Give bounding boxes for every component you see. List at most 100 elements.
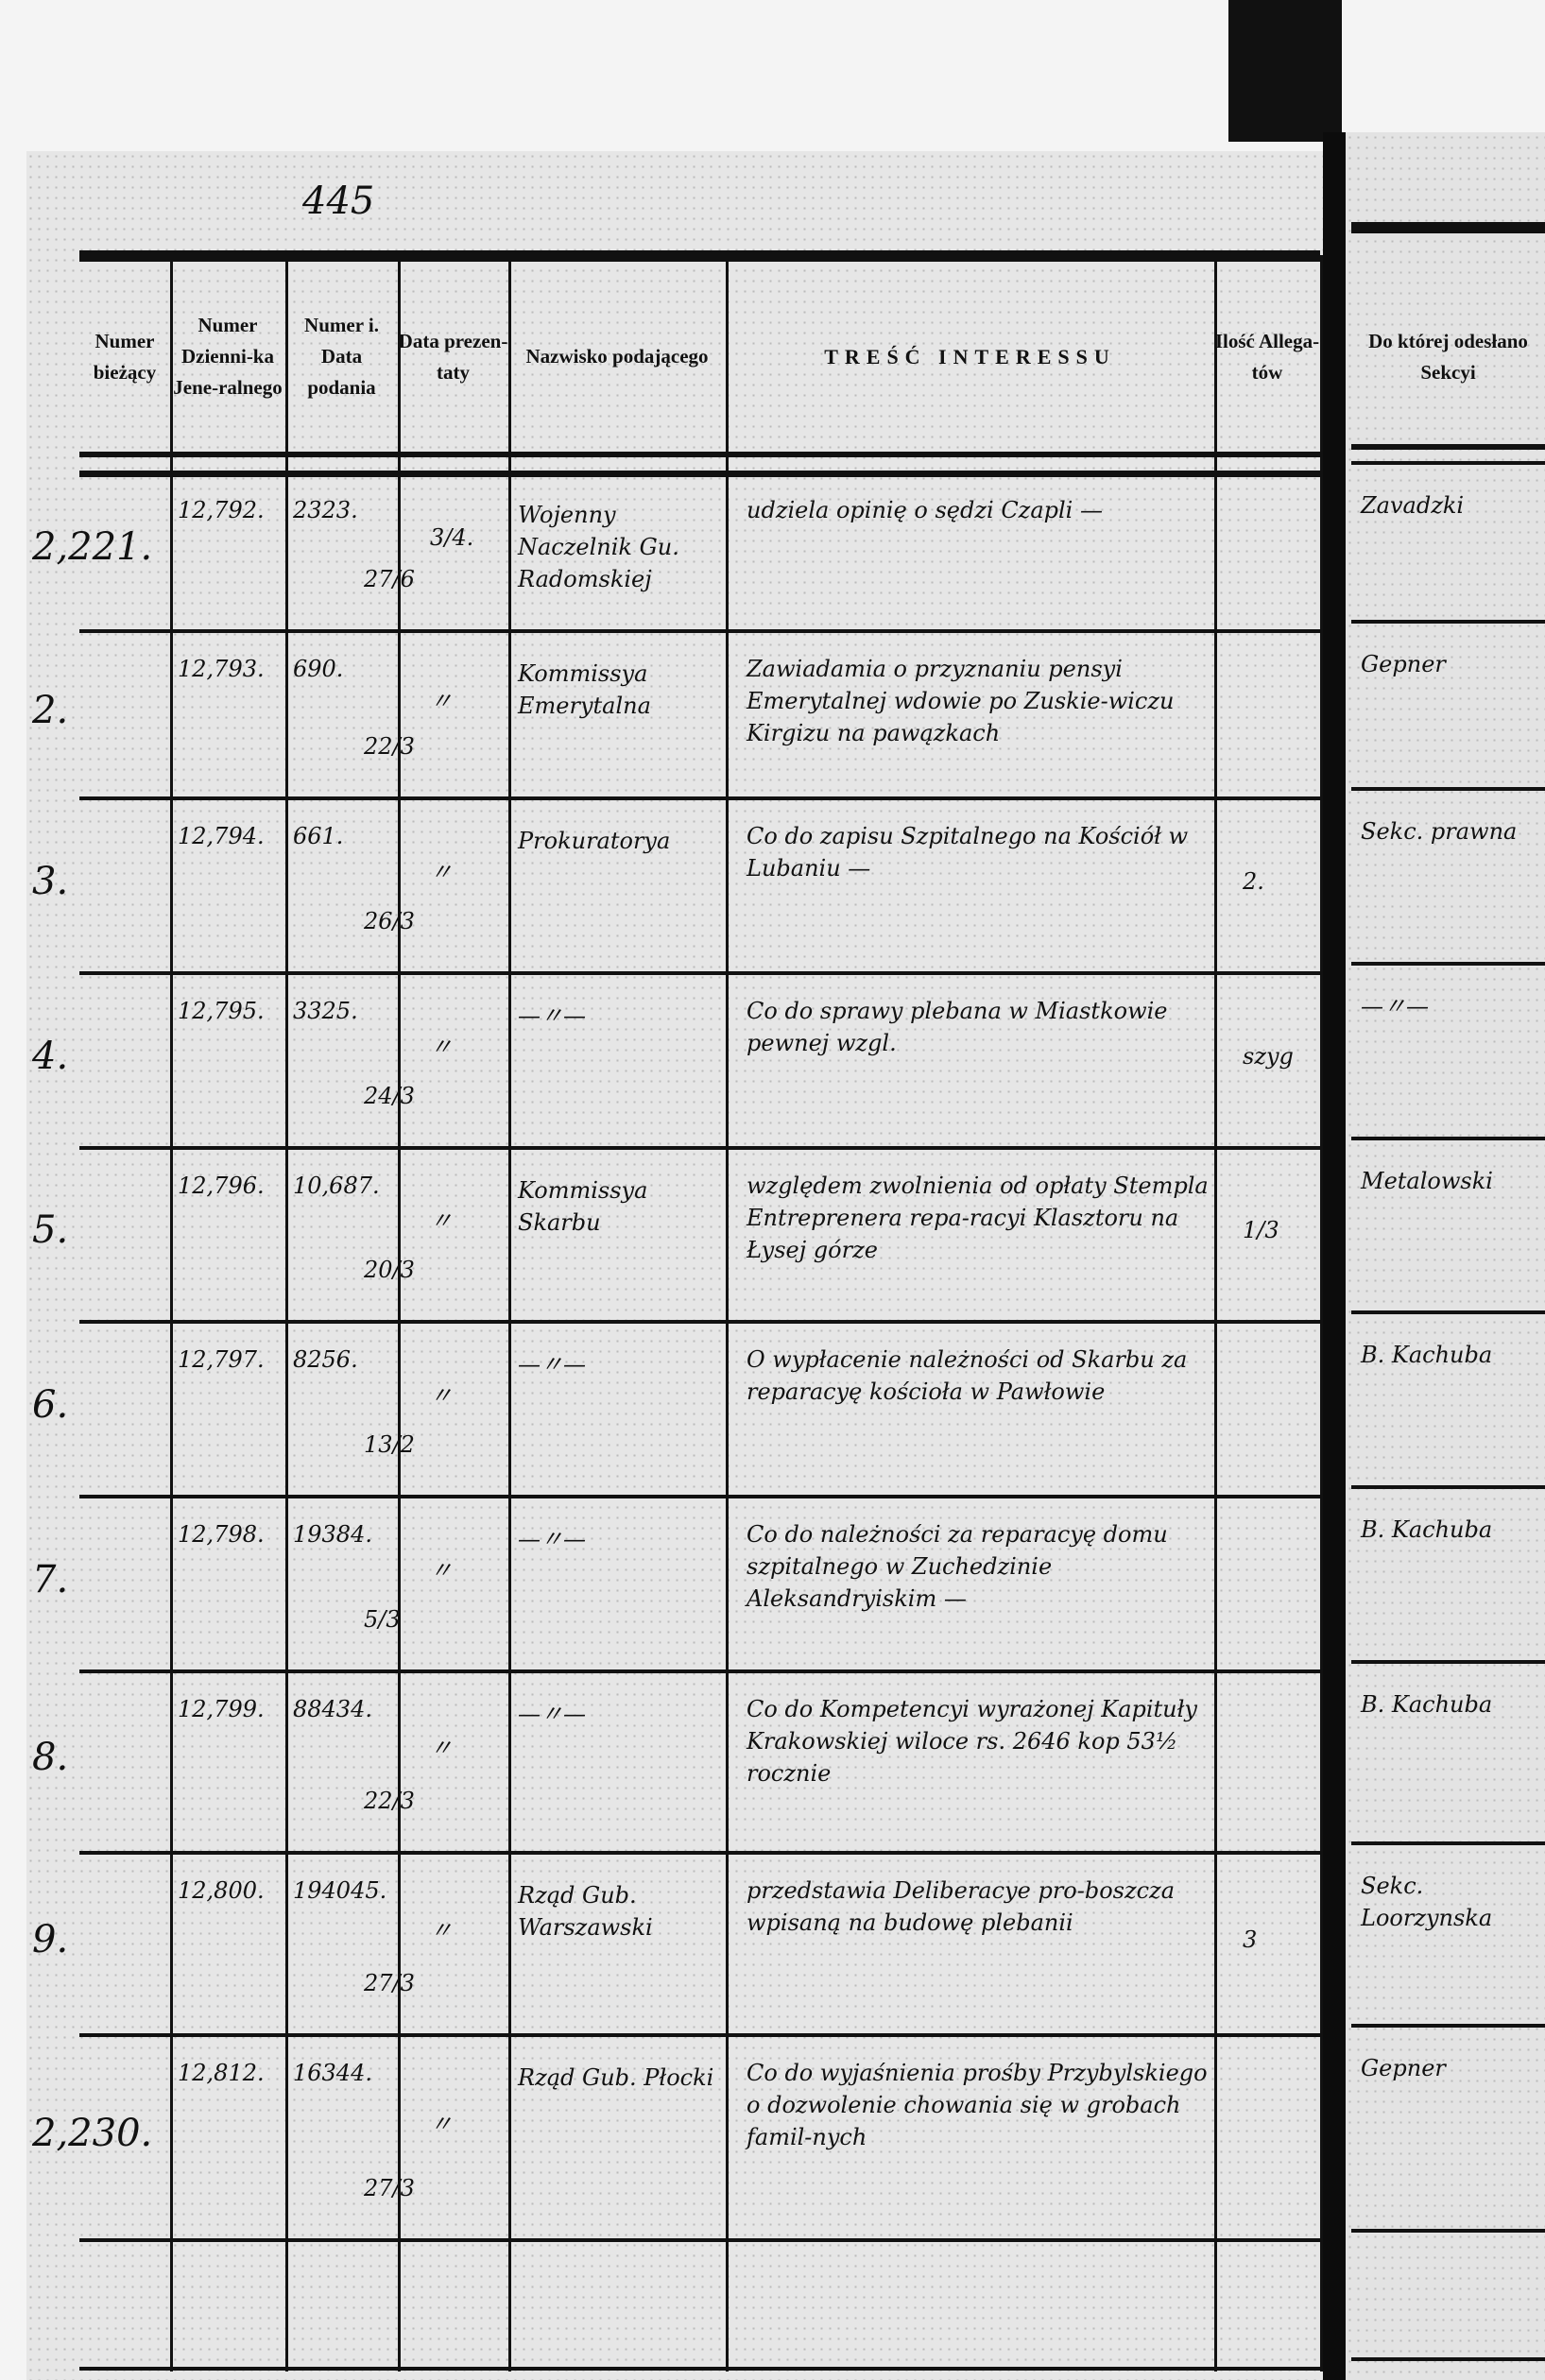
row-rule xyxy=(79,796,1320,800)
petitioner-name: Wojenny Naczelnik Gu. Radomskiej xyxy=(518,502,679,592)
petition-number: 16344. xyxy=(293,2060,372,2086)
column-rule xyxy=(1320,255,1323,2371)
row-rule xyxy=(79,1851,1320,1855)
journal-number: 12,794. xyxy=(178,823,265,849)
row-rule xyxy=(79,1320,1320,1324)
petition-date: 5/3 xyxy=(364,1606,401,1633)
assigned-section: Sekc. Loorzynska xyxy=(1361,1873,1493,1931)
header-top-rule-right xyxy=(1351,222,1545,233)
petitioner-name: —〃— xyxy=(518,1002,586,1029)
assigned-section: Sekc. prawna xyxy=(1361,818,1518,845)
column-header: TREŚĆ INTERESSU xyxy=(824,345,1116,368)
row-rule-right xyxy=(1351,2024,1545,2028)
row-rule xyxy=(79,471,1320,477)
entry-number: 8. xyxy=(32,1736,69,1779)
petitioner-name: —〃— xyxy=(518,1526,586,1552)
row-rule-right xyxy=(1351,787,1545,791)
petition-date: 27/3 xyxy=(364,1970,415,1996)
scan-background xyxy=(1228,0,1342,142)
column-rule xyxy=(398,255,401,2371)
column-rule xyxy=(285,255,288,2371)
petition-date: 26/3 xyxy=(364,908,415,934)
entry-number: 7. xyxy=(32,1557,69,1601)
petition-date: 27/3 xyxy=(364,2175,415,2201)
petition-number: 661. xyxy=(293,823,344,849)
presentation-date: 〃 xyxy=(430,1033,453,1060)
row-rule-right xyxy=(1351,2229,1545,2233)
row-rule xyxy=(79,971,1320,975)
column-rule xyxy=(1214,255,1217,2371)
petitioner-name: Prokuratorya xyxy=(518,828,671,854)
column-header: Ilość Allega-tów xyxy=(1214,329,1320,384)
petition-date: 22/3 xyxy=(364,733,415,760)
row-rule xyxy=(79,2238,1320,2242)
page-number: 445 xyxy=(302,180,375,223)
register-page xyxy=(26,151,1323,2380)
journal-number: 12,792. xyxy=(178,497,265,523)
attachments-count: szyg xyxy=(1243,1042,1294,1070)
entry-number: 2,230. xyxy=(32,2111,153,2155)
petition-number: 19384. xyxy=(293,1521,372,1548)
presentation-date: 〃 xyxy=(430,1735,453,1761)
row-rule-right xyxy=(1351,2357,1545,2361)
row-rule xyxy=(79,629,1320,633)
entry-number: 5. xyxy=(32,1208,69,1252)
petitioner-name: —〃— xyxy=(518,1351,586,1378)
presentation-date: 〃 xyxy=(430,1556,453,1584)
presentation-date: 〃 xyxy=(430,1916,453,1943)
column-header: Nazwisko podającego xyxy=(525,345,709,368)
matter-content: udziela opinię o sędzi Czapli — xyxy=(747,497,1103,523)
header-top-rule xyxy=(79,250,1320,262)
journal-number: 12,800. xyxy=(178,1877,265,1904)
petition-number: 194045. xyxy=(293,1877,387,1904)
matter-content: Co do wyjaśnienia prośby Przybylskiego o… xyxy=(747,2060,1208,2150)
petition-date: 22/3 xyxy=(364,1788,415,1814)
journal-number: 12,796. xyxy=(178,1173,265,1199)
matter-content: Co do Kompetencyi wyrażonej Kapituły Kra… xyxy=(747,1696,1197,1787)
row-rule xyxy=(79,1495,1320,1498)
row-rule-right xyxy=(1351,1137,1545,1140)
petition-number: 88434. xyxy=(293,1696,372,1722)
column-header: Numer Dzienni-ka Jene-ralnego xyxy=(173,314,283,399)
matter-content: Co do sprawy plebana w Miastkowie pewnej… xyxy=(747,998,1168,1056)
row-rule xyxy=(79,2033,1320,2037)
book-gutter xyxy=(1323,132,1346,2380)
row-rule-right xyxy=(1351,620,1545,624)
entry-number: 6. xyxy=(32,1382,69,1427)
journal-number: 12,795. xyxy=(178,998,265,1024)
assigned-section: —〃— xyxy=(1361,993,1429,1019)
column-header: Data prezen-taty xyxy=(398,329,508,384)
assigned-section: Zavadzki xyxy=(1361,492,1465,519)
entry-number: 2,221. xyxy=(32,525,153,569)
assigned-section: Gepner xyxy=(1361,2055,1446,2081)
row-rule-right xyxy=(1351,461,1545,465)
journal-number: 12,793. xyxy=(178,656,265,682)
attachments-count: 1/3 xyxy=(1243,1217,1279,1243)
row-rule-right xyxy=(1351,1841,1545,1845)
presentation-date: 〃 xyxy=(430,2110,453,2137)
matter-content: przedstawia Deliberacye pro-boszcza wpis… xyxy=(747,1877,1176,1936)
journal-number: 12,812. xyxy=(178,2060,265,2086)
presentation-date: 〃 xyxy=(430,1207,453,1234)
petition-number: 690. xyxy=(293,656,344,682)
row-rule-right xyxy=(1351,1485,1545,1489)
journal-number: 12,798. xyxy=(178,1521,265,1548)
journal-number: 12,799. xyxy=(178,1696,265,1722)
petition-date: 20/3 xyxy=(364,1257,415,1283)
matter-content: Co do należności za reparacyę domu szpit… xyxy=(747,1521,1168,1612)
matter-content: Zawiadamia o przyznaniu pensyi Emerytaln… xyxy=(747,656,1175,746)
petition-date: 24/3 xyxy=(364,1083,415,1109)
petitioner-name: Rząd Gub. Płocki xyxy=(518,2064,714,2091)
presentation-date: 3/4. xyxy=(430,524,474,551)
entry-number: 3. xyxy=(32,859,69,903)
attachments-count: 3 xyxy=(1243,1926,1258,1953)
entry-number: 2. xyxy=(32,688,69,732)
assigned-section: B. Kachuba xyxy=(1361,1691,1493,1718)
column-rule xyxy=(726,255,729,2371)
column-rule xyxy=(170,255,173,2371)
petitioner-name: Kommissya Skarbu xyxy=(518,1177,648,1236)
journal-number: 12,797. xyxy=(178,1346,265,1373)
matter-content: względem zwolnienia od opłaty Stempla En… xyxy=(747,1173,1209,1263)
presentation-date: 〃 xyxy=(430,858,453,885)
petitioner-name: Rząd Gub. Warszawski xyxy=(518,1882,653,1941)
